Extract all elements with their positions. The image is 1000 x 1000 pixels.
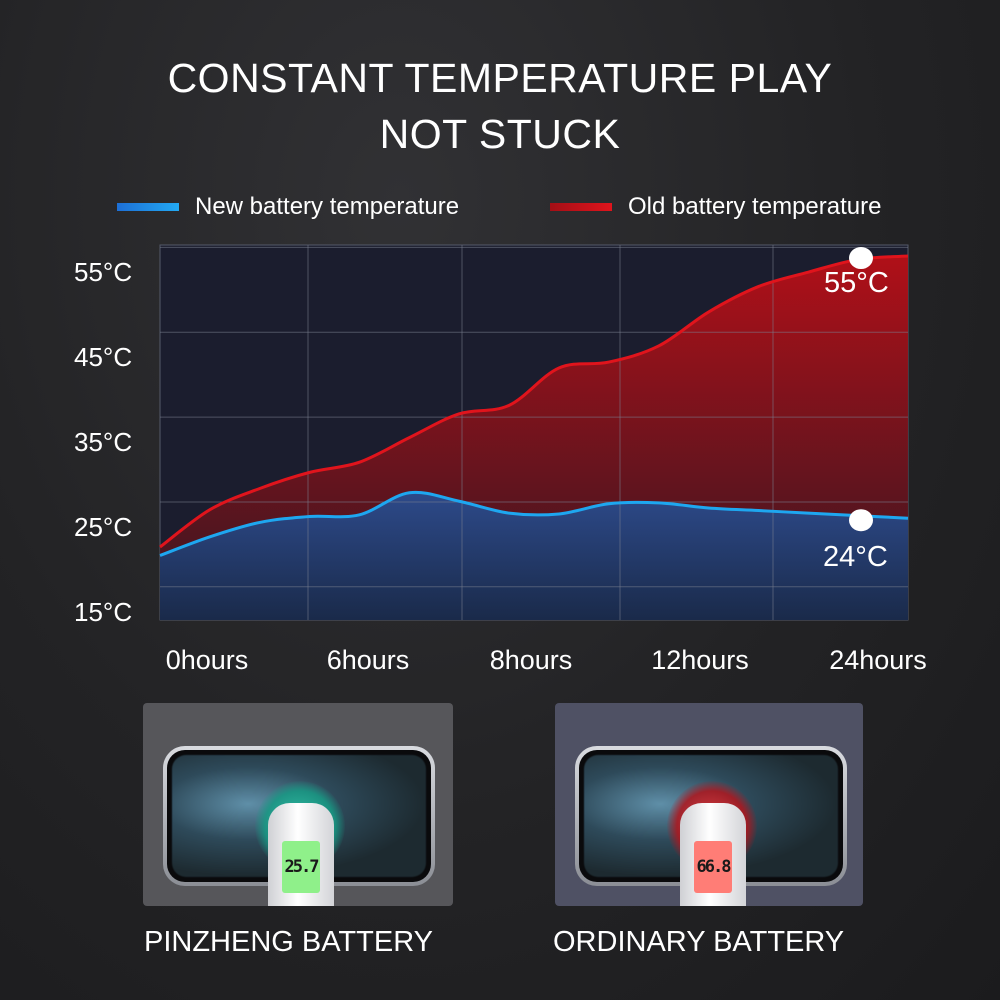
legend-swatch-red (550, 203, 612, 211)
legend-new-battery: New battery temperature (117, 193, 459, 221)
y-tick-label: 25°C (74, 511, 133, 542)
old-battery-line (159, 254, 909, 549)
pinzheng-battery-photo: 25.7 (143, 703, 453, 906)
new-battery-end-marker (849, 509, 873, 532)
new-battery-line (159, 490, 909, 557)
y-tick-label: 55°C (74, 257, 133, 288)
y-tick-label: 45°C (74, 342, 133, 373)
x-tick-label: 0hours (165, 645, 249, 675)
y-tick-label: 35°C (74, 427, 133, 458)
legend-old-battery: Old battery temperature (550, 193, 881, 221)
old-battery-end-marker (849, 247, 873, 270)
thermometer-reading: 25.7 (282, 841, 320, 893)
headline-line-1: CONSTANT TEMPERATURE PLAY (167, 55, 833, 101)
x-tick-label: 12hours (651, 645, 749, 675)
legend-swatch-blue (117, 203, 179, 211)
x-tick-label: 24hours (829, 645, 927, 675)
x-tick-label: 6hours (326, 645, 410, 675)
pinzheng-battery-caption: PINZHENG BATTERY (144, 926, 433, 958)
new-battery-area (160, 492, 908, 620)
x-tick-label: 8hours (489, 645, 573, 675)
ordinary-battery-photo: 66.8 (555, 703, 863, 906)
new-battery-end-label: 24°C (823, 541, 888, 573)
thermometer-icon: 66.8 (680, 803, 746, 906)
thermometer-reading: 66.8 (694, 841, 732, 893)
legend-label: New battery temperature (195, 193, 460, 220)
thermometer-icon: 25.7 (268, 803, 334, 906)
ordinary-battery-caption: ORDINARY BATTERY (553, 926, 845, 958)
headline-line-2: NOT STUCK (379, 111, 621, 157)
legend-label: Old battery temperature (628, 193, 882, 220)
old-battery-end-label: 55°C (824, 267, 889, 299)
y-tick-label: 15°C (74, 596, 133, 627)
